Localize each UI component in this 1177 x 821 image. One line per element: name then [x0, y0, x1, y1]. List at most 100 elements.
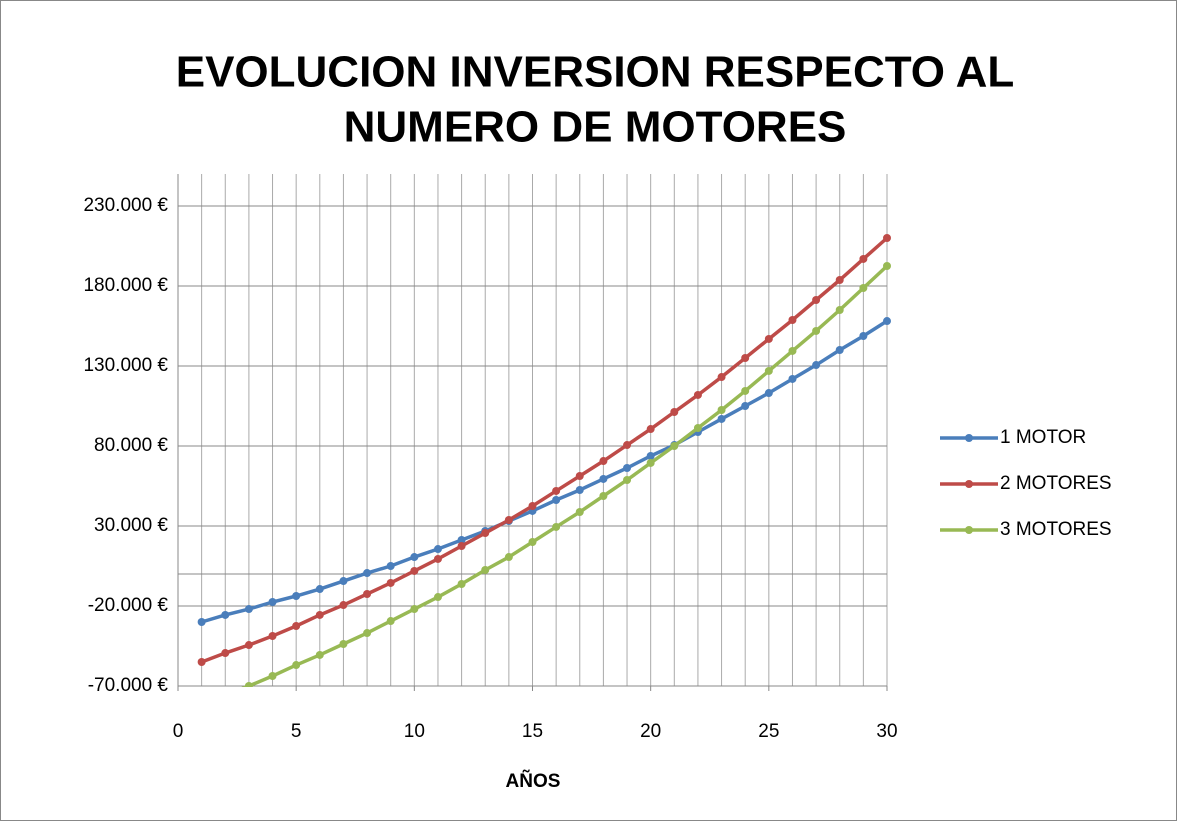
x-tick-label: 0: [173, 721, 184, 742]
y-tick-label: 130.000 €: [83, 355, 168, 376]
data-point: [883, 234, 891, 242]
data-point: [764, 389, 773, 398]
data-point: [292, 661, 301, 670]
data-point: [693, 424, 702, 432]
data-point: [741, 402, 750, 410]
data-point: [741, 386, 750, 395]
x-axis-label: AÑOS: [506, 770, 561, 792]
data-point: [244, 641, 253, 650]
data-point: [575, 508, 584, 516]
data-point: [764, 366, 773, 375]
data-point: [859, 284, 868, 292]
data-point: [339, 640, 348, 648]
data-point: [221, 610, 230, 619]
data-point: [552, 522, 561, 531]
data-point: [292, 622, 301, 630]
data-point: [552, 496, 561, 504]
data-point: [717, 373, 726, 382]
data-point: [410, 553, 419, 562]
data-point: [788, 346, 797, 355]
data-point: [623, 464, 632, 472]
data-point: [812, 361, 821, 370]
series-line: [241, 264, 889, 687]
data-point: [670, 442, 679, 450]
data-point: [788, 316, 797, 324]
y-tick-label: -20.000 €: [88, 595, 169, 616]
data-point: [457, 580, 466, 588]
data-point: [528, 538, 537, 546]
data-point: [363, 629, 372, 638]
data-point: [504, 516, 513, 524]
data-point: [788, 374, 797, 383]
data-point: [481, 529, 490, 538]
data-point: [268, 598, 277, 606]
data-point: [859, 332, 868, 340]
data-point: [575, 486, 584, 494]
plot-series: [197, 234, 891, 687]
data-point: [197, 618, 206, 626]
x-tick-label: 25: [758, 721, 779, 742]
data-point: [315, 585, 324, 594]
data-point: [764, 334, 773, 343]
data-point: [812, 326, 821, 335]
data-point: [717, 414, 726, 423]
series-line: [201, 236, 889, 664]
x-tick-label: 30: [876, 721, 897, 742]
data-point: [433, 593, 442, 602]
data-point: [670, 408, 679, 416]
data-point: [410, 605, 419, 614]
y-tick-label: 30.000 €: [94, 515, 168, 536]
data-point: [363, 590, 372, 598]
x-tick-label: 15: [522, 721, 543, 742]
data-point: [835, 306, 844, 314]
legend-label: 2 MOTORES: [1000, 473, 1112, 494]
data-point: [599, 474, 608, 483]
data-point: [339, 577, 348, 586]
data-point: [457, 542, 466, 550]
legend-label: 3 MOTORES: [1000, 519, 1112, 540]
legend-marker: [965, 526, 973, 534]
data-point: [315, 610, 324, 619]
data-point: [386, 617, 395, 626]
legend-label: 1 MOTOR: [1000, 427, 1086, 448]
data-point: [315, 650, 324, 659]
y-tick-label: 180.000 €: [83, 275, 168, 296]
chart-title: EVOLUCION INVERSION RESPECTO AL: [176, 48, 1015, 97]
data-point: [646, 452, 655, 460]
x-tick-label: 5: [291, 721, 302, 742]
data-point: [244, 605, 253, 614]
data-point: [883, 317, 891, 326]
y-tick-label: 230.000 €: [83, 195, 168, 216]
chart-title: NUMERO DE MOTORES: [344, 103, 847, 152]
y-tick-label: 80.000 €: [94, 435, 168, 456]
data-point: [410, 566, 419, 575]
data-point: [859, 254, 868, 263]
y-tick-label: -70.000 €: [88, 675, 169, 696]
data-point: [433, 554, 442, 563]
data-point: [575, 472, 584, 480]
data-point: [528, 502, 537, 510]
data-point: [244, 682, 253, 687]
x-tick-label: 10: [404, 721, 425, 742]
data-point: [646, 458, 655, 467]
data-point: [268, 672, 277, 680]
data-point: [883, 262, 891, 270]
data-point: [221, 649, 230, 658]
legend-marker: [965, 434, 973, 442]
x-tick-label: 20: [640, 721, 661, 742]
data-point: [481, 566, 490, 574]
data-point: [504, 553, 513, 562]
series-line: [201, 319, 888, 624]
data-point: [646, 425, 655, 434]
data-point: [433, 545, 442, 554]
data-point: [741, 354, 750, 362]
data-point: [717, 406, 726, 414]
legend-marker: [965, 480, 973, 488]
data-point: [552, 486, 561, 495]
data-point: [386, 562, 395, 570]
data-point: [386, 578, 395, 587]
data-point: [623, 441, 632, 450]
data-point: [599, 457, 608, 466]
data-point: [292, 592, 301, 600]
data-point: [268, 632, 277, 640]
